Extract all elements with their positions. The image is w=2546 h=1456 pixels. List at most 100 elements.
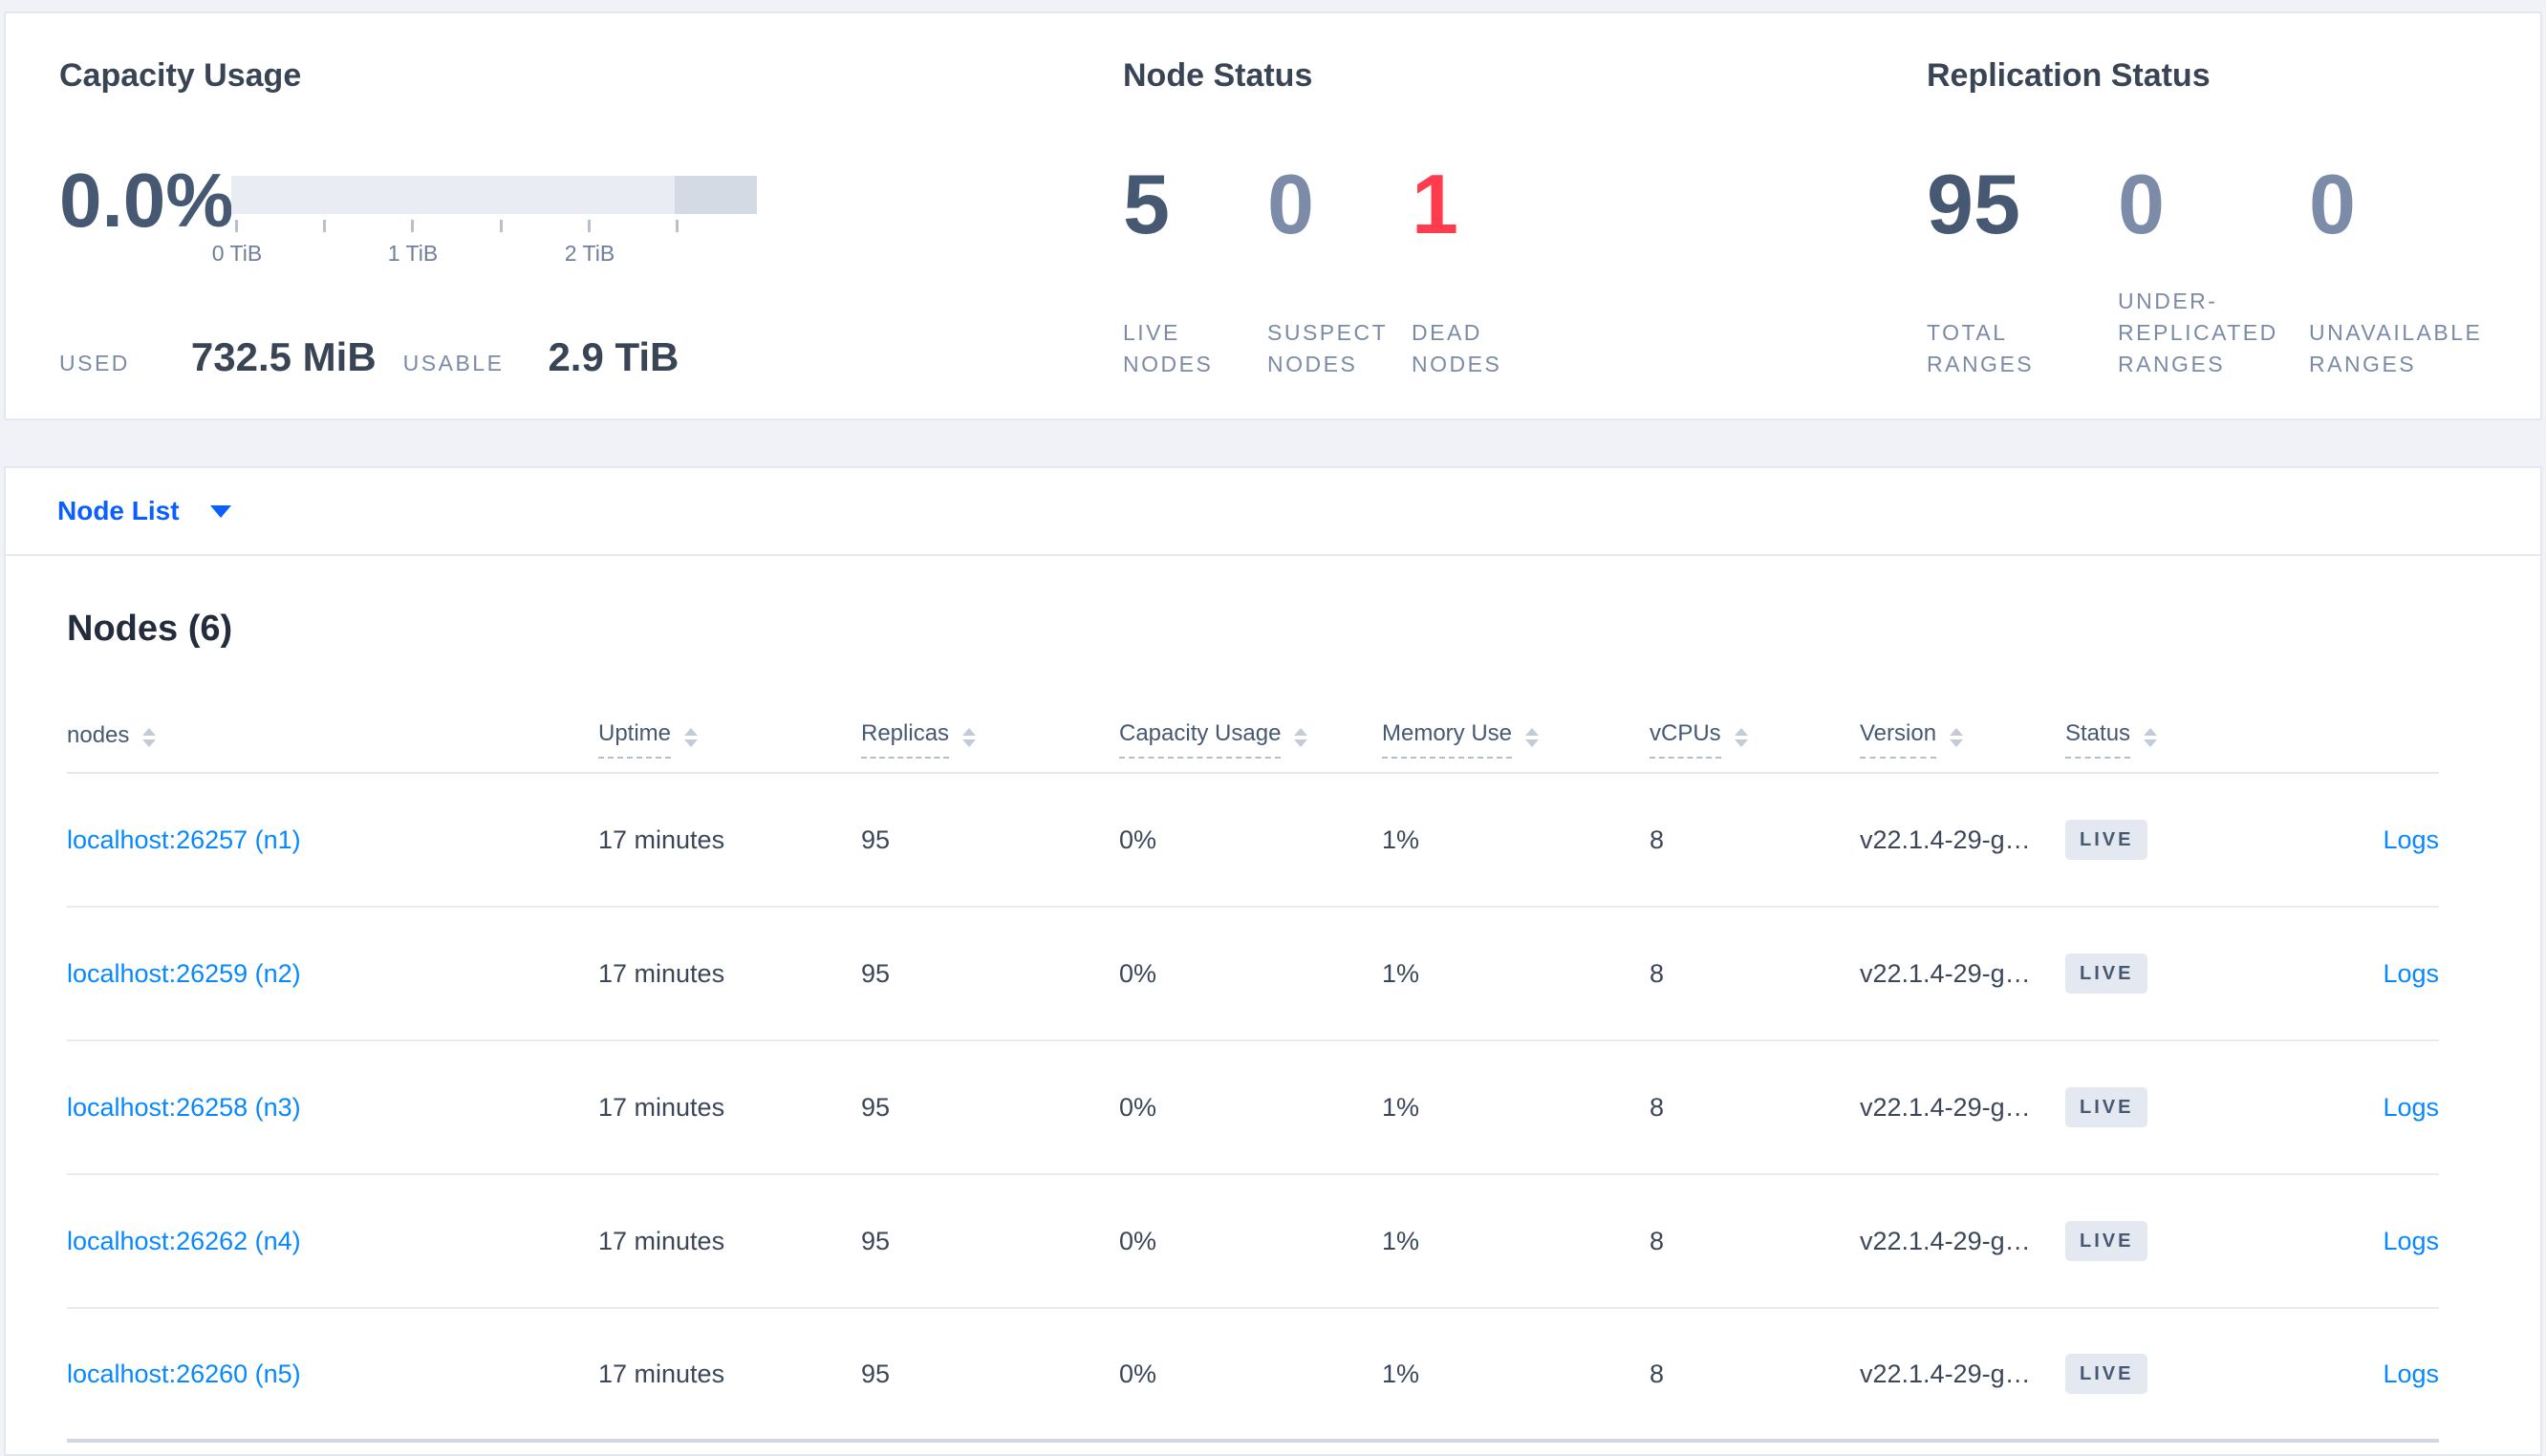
table-row: localhost:26259 (n2) 17 minutes 95 0% 1% 8 v22… xyxy=(67,908,2439,1041)
stat-value: 95 xyxy=(1927,157,2020,251)
nodes-heading: Nodes (6) xyxy=(67,609,233,649)
capacity-usage-cell: 0% xyxy=(1119,1092,1157,1122)
stat-label: DEAD NODES xyxy=(1412,320,1502,376)
capacity-usage-title: Capacity Usage xyxy=(59,57,302,94)
memory-use-cell: 1% xyxy=(1382,1092,1420,1122)
logs-link[interactable]: Logs xyxy=(2383,1226,2439,1255)
status-cell: LIVE xyxy=(2065,953,2252,994)
stat-value: 5 xyxy=(1123,157,1170,251)
column-header-vcpus[interactable]: vCPUs xyxy=(1650,720,1860,772)
node-link[interactable]: localhost:26260 (n5) xyxy=(67,1359,301,1388)
sort-icon xyxy=(1734,728,1748,747)
column-header-uptime[interactable]: Uptime xyxy=(598,720,861,772)
uptime-cell: 17 minutes xyxy=(598,1226,725,1255)
sort-icon xyxy=(962,728,977,747)
vcpus-cell: 8 xyxy=(1650,1092,1665,1122)
column-label: nodes xyxy=(67,722,130,749)
status-badge: LIVE xyxy=(2065,1087,2148,1127)
table-row: localhost:26260 (n5) 17 minutes 95 0% 1% 8 v22… xyxy=(67,1309,2439,1443)
sort-icon xyxy=(1525,728,1540,747)
version-cell: v22.1.4-29-g… xyxy=(1860,958,2031,988)
sort-icon xyxy=(1950,728,1964,747)
capacity-usage-panel: Capacity Usage 0.0% xyxy=(59,55,1015,380)
stat-suspect-nodes: 0 SUSPECT NODES xyxy=(1267,162,1412,380)
column-header-memory-use[interactable]: Memory Use xyxy=(1382,720,1650,772)
usable-label: USABLE xyxy=(402,351,505,375)
column-header-capacity-usage[interactable]: Capacity Usage xyxy=(1119,720,1382,772)
view-selector-bar: Node List xyxy=(4,466,2542,556)
column-header-nodes[interactable]: nodes xyxy=(67,722,598,772)
table-row: localhost:26262 (n4) 17 minutes 95 0% 1% 8 v22… xyxy=(67,1175,2439,1309)
column-header-version[interactable]: Version xyxy=(1860,720,2065,772)
node-cell: localhost:26258 (n3) xyxy=(67,1093,598,1123)
logs-link[interactable]: Logs xyxy=(2383,1359,2439,1388)
uptime-cell: 17 minutes xyxy=(598,824,725,854)
stat-value: 0 xyxy=(1267,157,1314,251)
capacity-bar-axis: 0 TiB 1 TiB 2 TiB xyxy=(212,214,757,273)
replicas-cell: 95 xyxy=(861,1226,891,1255)
status-badge: LIVE xyxy=(2065,1221,2148,1261)
axis-tick xyxy=(235,220,238,232)
sort-icon xyxy=(684,728,699,747)
logs-cell: Logs xyxy=(2252,1093,2439,1123)
stat-label: SUSPECT NODES xyxy=(1267,320,1389,376)
sort-icon xyxy=(142,728,157,747)
usable-value: 2.9 TiB xyxy=(548,334,680,379)
capacity-usage-cell: 0% xyxy=(1119,824,1157,854)
replicas-cell: 95 xyxy=(861,958,891,988)
memory-use-cell: 1% xyxy=(1382,1359,1420,1388)
replicas-cell: 95 xyxy=(861,1359,891,1388)
node-link[interactable]: localhost:26257 (n1) xyxy=(67,824,301,854)
used-value: 732.5 MiB xyxy=(190,334,377,379)
table-row: localhost:26257 (n1) 17 minutes 95 0% 1% 8 v22… xyxy=(67,774,2439,908)
status-cell: LIVE xyxy=(2065,1221,2252,1261)
column-label: Status xyxy=(2065,720,2131,759)
capacity-bar-reserved-segment xyxy=(675,176,757,214)
axis-tick xyxy=(411,220,414,232)
logs-cell: Logs xyxy=(2252,1360,2439,1389)
axis-tick-label: 2 TiB xyxy=(564,241,615,266)
column-header-replicas[interactable]: Replicas xyxy=(861,720,1119,772)
version-cell: v22.1.4-29-g… xyxy=(1860,1226,2031,1255)
axis-tick xyxy=(500,220,503,232)
uptime-cell: 17 minutes xyxy=(598,958,725,988)
logs-link[interactable]: Logs xyxy=(2383,958,2439,988)
node-link[interactable]: localhost:26262 (n4) xyxy=(67,1226,301,1255)
column-label: vCPUs xyxy=(1650,720,1721,759)
stat-under-replicated-ranges: 0 UNDER- REPLICATED RANGES xyxy=(2118,162,2309,380)
axis-tick-label: 1 TiB xyxy=(387,241,439,266)
column-label: Replicas xyxy=(861,720,950,759)
status-cell: LIVE xyxy=(2065,820,2252,860)
stat-value: 1 xyxy=(1412,157,1458,251)
column-header-status[interactable]: Status xyxy=(2065,720,2252,772)
sort-icon xyxy=(2144,728,2158,747)
version-cell: v22.1.4-29-g… xyxy=(1860,1359,2031,1388)
replication-status-panel: Replication Status 95 TOTAL RANGES 0 UNDER-… xyxy=(1927,55,2519,380)
column-label: Uptime xyxy=(598,720,672,759)
chevron-down-icon xyxy=(209,504,231,518)
vcpus-cell: 8 xyxy=(1650,1226,1665,1255)
axis-tick-label: 0 TiB xyxy=(211,241,263,266)
uptime-cell: 17 minutes xyxy=(598,1359,725,1388)
logs-link[interactable]: Logs xyxy=(2383,824,2439,854)
node-cell: localhost:26259 (n2) xyxy=(67,959,598,989)
capacity-bar xyxy=(231,176,757,214)
nodes-table-card: Nodes (6) nodes Uptime Replicas Capacity Us… xyxy=(4,556,2542,1456)
logs-cell: Logs xyxy=(2252,1227,2439,1256)
version-cell: v22.1.4-29-g… xyxy=(1860,824,2031,854)
vcpus-cell: 8 xyxy=(1650,958,1665,988)
memory-use-cell: 1% xyxy=(1382,824,1420,854)
node-link[interactable]: localhost:26258 (n3) xyxy=(67,1092,301,1122)
used-label: USED xyxy=(59,351,130,375)
node-list-dropdown[interactable]: Node List xyxy=(57,496,231,526)
stat-label: UNAVAILABLE RANGES xyxy=(2309,320,2483,376)
logs-link[interactable]: Logs xyxy=(2383,1092,2439,1122)
stat-value: 0 xyxy=(2309,157,2356,251)
column-label: Capacity Usage xyxy=(1119,720,1282,759)
column-label: Memory Use xyxy=(1382,720,1513,759)
replicas-cell: 95 xyxy=(861,824,891,854)
capacity-usage-cell: 0% xyxy=(1119,958,1157,988)
node-link[interactable]: localhost:26259 (n2) xyxy=(67,958,301,988)
stat-dead-nodes: 1 DEAD NODES xyxy=(1412,162,1556,380)
status-badge: LIVE xyxy=(2065,1354,2148,1394)
